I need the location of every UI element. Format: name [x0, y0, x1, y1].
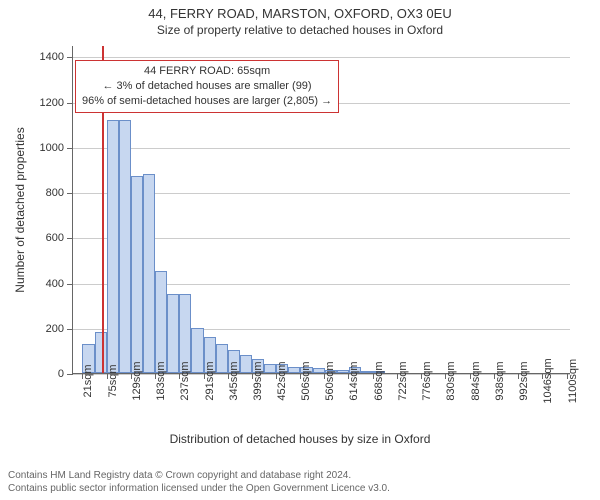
y-tick-label: 800 — [46, 187, 64, 199]
x-tick-label: 129sqm — [131, 361, 143, 400]
x-tick-label: 506sqm — [300, 361, 312, 400]
y-axis-label: Number of detached properties — [13, 127, 27, 292]
histogram-bar — [95, 332, 107, 373]
histogram-bar — [264, 364, 276, 373]
y-tick — [67, 148, 73, 149]
histogram-bar — [313, 368, 325, 373]
x-tick-label: 722sqm — [397, 361, 409, 400]
plot-area: 020040060080010001200140021sqm75sqm129sq… — [72, 46, 570, 374]
y-tick-label: 0 — [58, 368, 64, 380]
histogram-bar — [107, 120, 119, 373]
x-tick-label: 614sqm — [348, 361, 360, 400]
y-tick-label: 400 — [46, 278, 64, 290]
x-tick-label: 668sqm — [373, 361, 385, 400]
x-tick-label: 291sqm — [204, 361, 216, 400]
x-tick-label: 992sqm — [518, 361, 530, 400]
attribution-footer: Contains HM Land Registry data © Crown c… — [8, 469, 390, 495]
y-tick — [67, 329, 73, 330]
y-tick — [67, 103, 73, 104]
histogram-bar — [167, 294, 179, 373]
y-tick — [67, 374, 73, 375]
x-tick-label: 1046sqm — [542, 358, 554, 403]
chart-title-2: Size of property relative to detached ho… — [0, 23, 600, 37]
histogram-bar — [361, 371, 373, 373]
grid-line — [73, 57, 570, 58]
histogram-bar — [288, 367, 300, 373]
annotation-line-2: ← 3% of detached houses are smaller (99) — [82, 79, 332, 94]
x-tick-label: 1100sqm — [567, 359, 579, 403]
y-tick-label: 1200 — [40, 97, 64, 109]
x-tick-label: 183sqm — [155, 361, 167, 400]
histogram-bar — [216, 344, 228, 373]
y-tick — [67, 193, 73, 194]
x-tick-label: 560sqm — [324, 361, 336, 400]
histogram-bar — [240, 355, 252, 373]
annotation-line-3: 96% of semi-detached houses are larger (… — [82, 94, 332, 109]
y-tick-label: 1400 — [40, 51, 64, 63]
y-tick-label: 1000 — [40, 142, 64, 154]
y-tick — [67, 57, 73, 58]
y-tick-label: 600 — [46, 232, 64, 244]
histogram-bar — [155, 271, 167, 373]
histogram-bar — [131, 176, 143, 373]
y-tick — [67, 238, 73, 239]
chart-container: 44, FERRY ROAD, MARSTON, OXFORD, OX3 0EU… — [0, 0, 600, 500]
x-tick-label: 452sqm — [276, 361, 288, 400]
histogram-bar — [191, 328, 203, 373]
chart-title-1: 44, FERRY ROAD, MARSTON, OXFORD, OX3 0EU — [0, 6, 600, 21]
x-tick-label: 884sqm — [470, 361, 482, 400]
x-tick-label: 237sqm — [179, 361, 191, 400]
x-tick-label: 345sqm — [228, 361, 240, 400]
x-tick-label: 830sqm — [445, 361, 457, 400]
x-tick-label: 399sqm — [252, 361, 264, 400]
x-tick-label: 776sqm — [421, 361, 433, 400]
y-tick — [67, 284, 73, 285]
attribution-line-2: Contains public sector information licen… — [8, 482, 390, 495]
annotation-line-1: 44 FERRY ROAD: 65sqm — [82, 64, 332, 79]
annotation-box: 44 FERRY ROAD: 65sqm← 3% of detached hou… — [75, 60, 339, 113]
attribution-line-1: Contains HM Land Registry data © Crown c… — [8, 469, 390, 482]
histogram-bar — [119, 120, 131, 373]
x-tick-label: 21sqm — [82, 364, 94, 397]
grid-line — [73, 148, 570, 149]
histogram-bar — [143, 174, 155, 373]
x-axis-label: Distribution of detached houses by size … — [0, 432, 600, 446]
x-tick-label: 938sqm — [494, 361, 506, 400]
y-tick-label: 200 — [46, 323, 64, 335]
x-tick-label: 75sqm — [107, 364, 119, 397]
